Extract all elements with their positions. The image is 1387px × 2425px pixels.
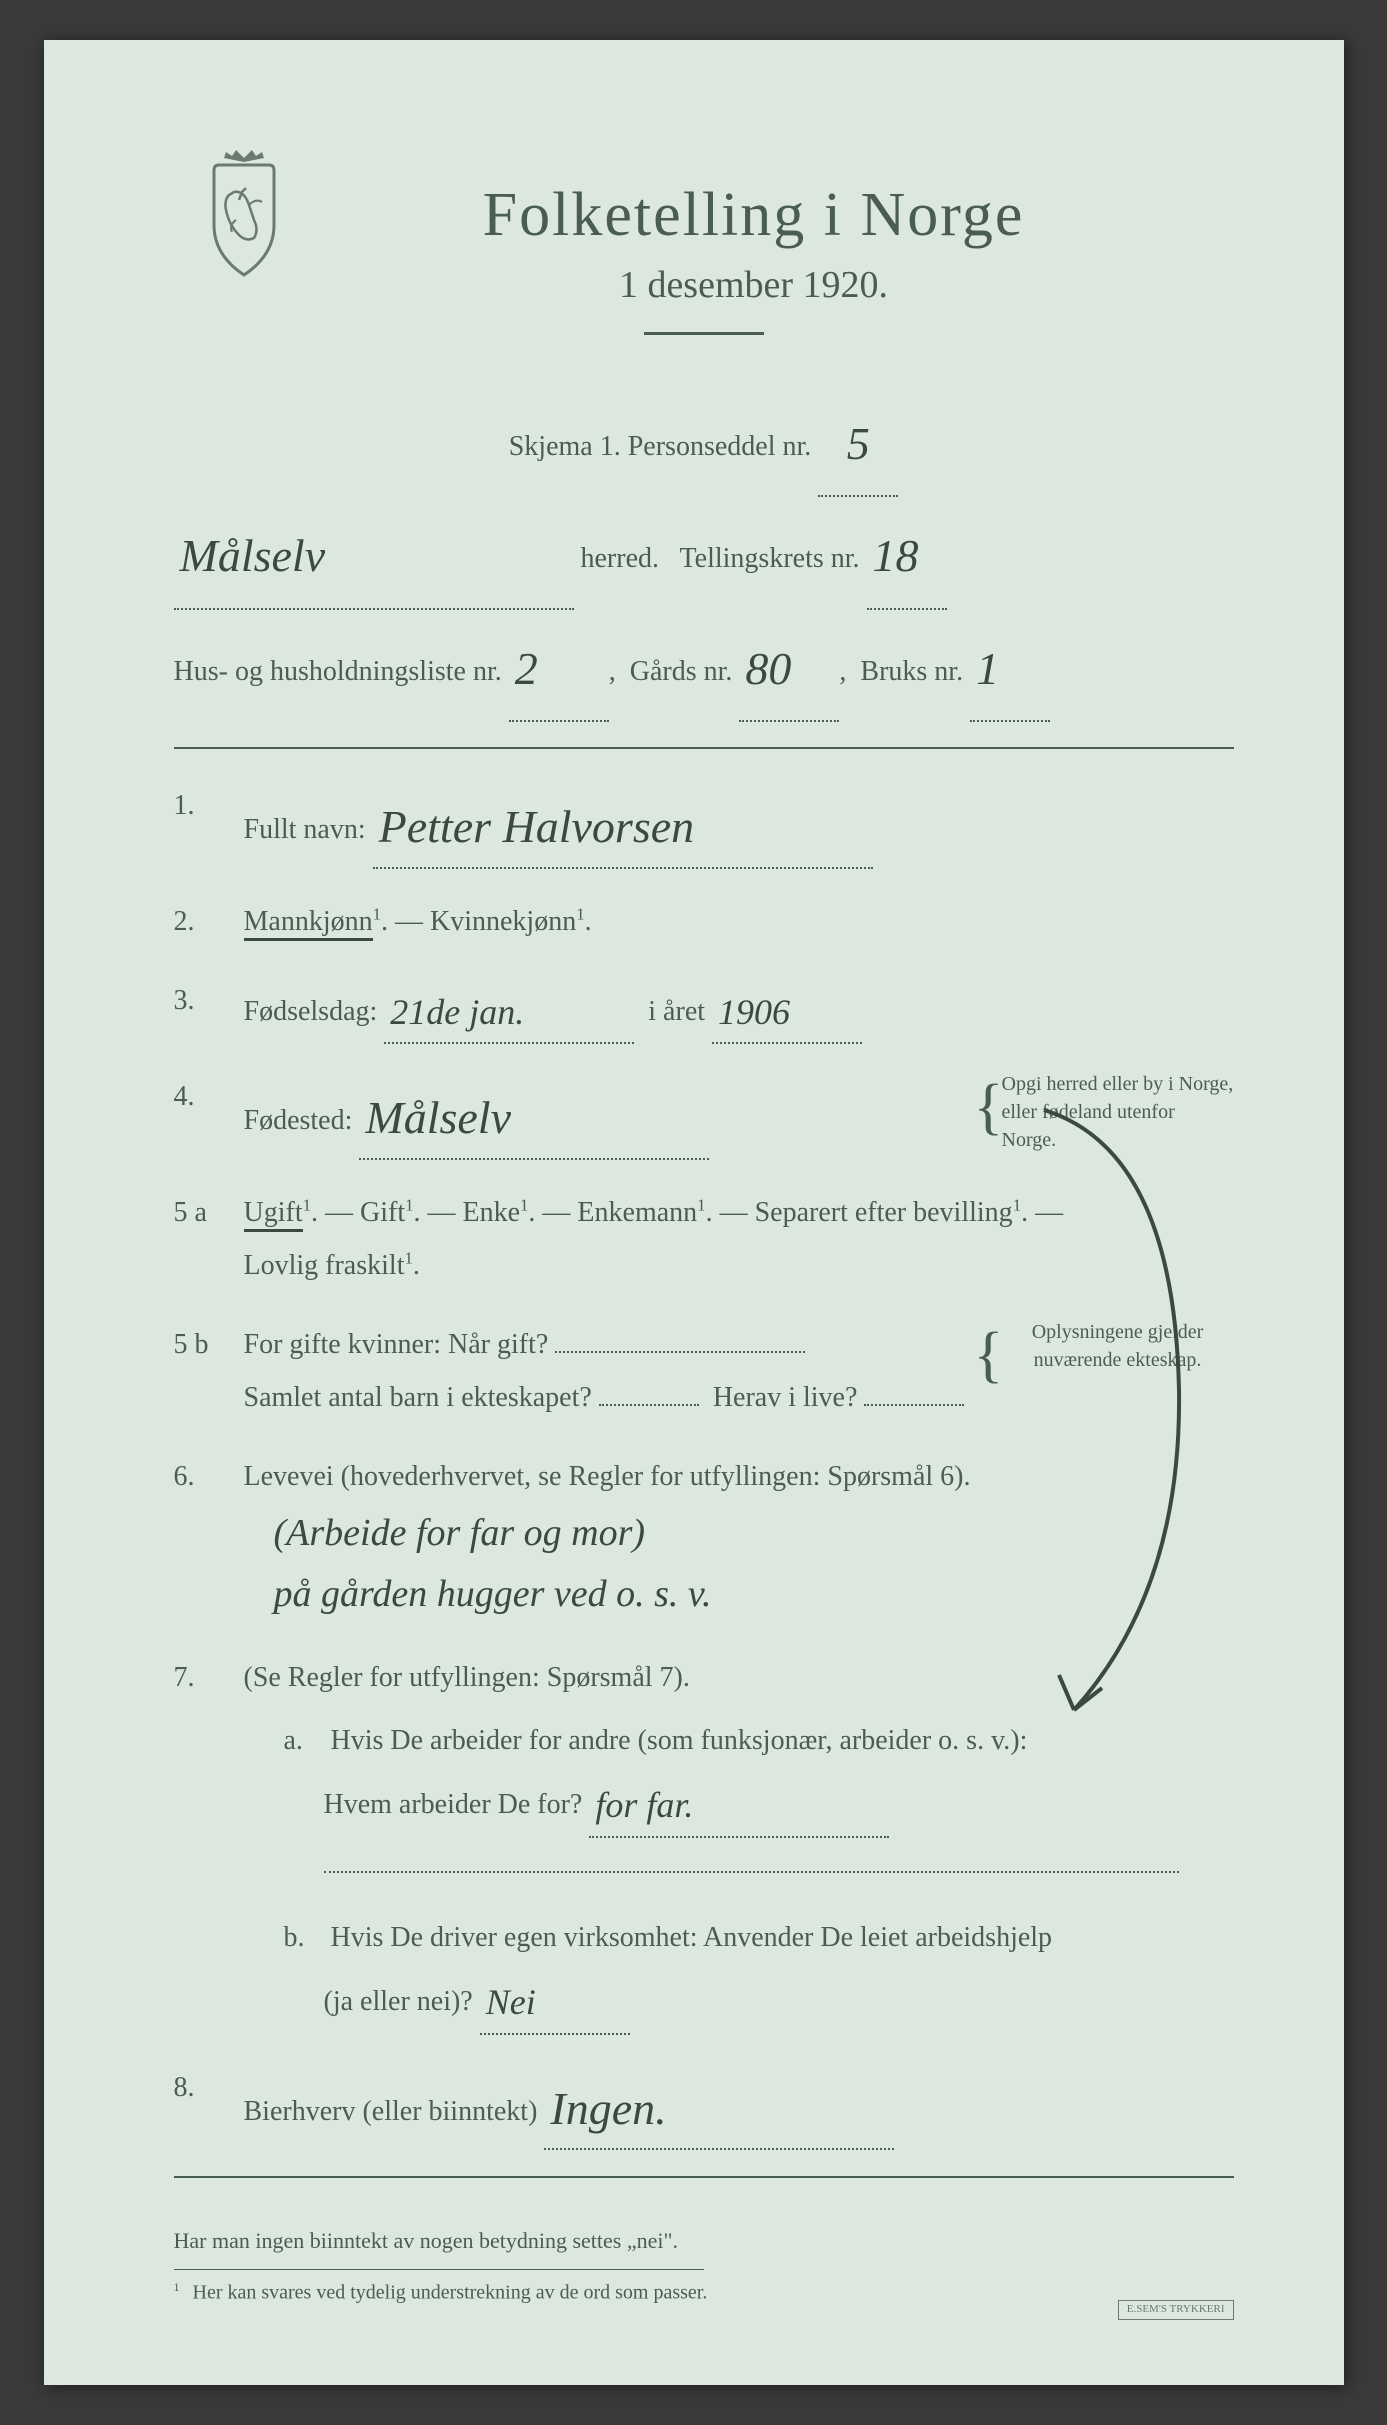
q5b-l2b: Herav i live? xyxy=(713,1382,858,1413)
footnote: 1 Her kan svares ved tydelig understrekn… xyxy=(174,2280,1234,2305)
section-divider xyxy=(174,747,1234,749)
q3-label2: i året xyxy=(648,996,705,1027)
q5a-opt5: Lovlig fraskilt xyxy=(244,1250,405,1281)
tellingskrets-label: Tellingskrets nr. xyxy=(680,543,860,574)
q6-value-l2: på gården hugger ved o. s. v. xyxy=(274,1564,1234,1625)
question-list: 1. Fullt navn: Petter Halvorsen 2. Mannk… xyxy=(174,779,1234,2150)
q5b: 5 b For gifte kvinner: Når gift? Samlet … xyxy=(174,1318,1234,1424)
q7a-label: a. xyxy=(284,1714,324,1767)
q4-value: Målselv xyxy=(365,1092,511,1143)
q2-opt1: Mannkjønn xyxy=(244,906,373,941)
q7b-text2: (ja eller nei)? xyxy=(324,1986,473,2017)
footer-divider xyxy=(174,2176,1234,2178)
husliste-label: Hus- og husholdningsliste nr. xyxy=(174,656,502,687)
q3-label1: Fødselsdag: xyxy=(244,996,378,1027)
form-title: Folketelling i Norge xyxy=(274,180,1234,251)
q5b-l2a: Samlet antal barn i ekteskapet? xyxy=(244,1382,592,1413)
husliste-nr: 2 xyxy=(515,643,538,694)
q6-label: Levevei (hovederhvervet, se Regler for u… xyxy=(244,1461,971,1492)
q1-value: Petter Halvorsen xyxy=(379,801,695,852)
q3-value2: 1906 xyxy=(718,992,790,1032)
tellingskrets-nr: 18 xyxy=(873,530,919,581)
gards-label: Gårds nr. xyxy=(630,656,733,687)
herred-value: Målselv xyxy=(180,530,326,581)
q6: 6. Levevei (hovederhvervet, se Regler fo… xyxy=(174,1450,1234,1625)
form-header: Folketelling i Norge 1 desember 1920. xyxy=(174,180,1234,335)
coat-of-arms-icon xyxy=(194,150,294,280)
q2: 2. Mannkjønn1. — Kvinnekjønn1. xyxy=(174,895,1234,948)
q7: 7. (Se Regler for utfyllingen: Spørsmål … xyxy=(174,1651,1234,2035)
q5a-opt0: Ugift xyxy=(244,1197,303,1232)
q7b-label: b. xyxy=(284,1911,324,1964)
q7a-text1: Hvis De arbeider for andre (som funksjon… xyxy=(331,1725,1028,1756)
q1-label: Fullt navn: xyxy=(244,814,366,845)
q7b-text1: Hvis De driver egen virksomhet: Anvender… xyxy=(331,1922,1053,1953)
q4-note: Opgi herred eller by i Norge, eller føde… xyxy=(974,1070,1234,1154)
q5a: 5 a Ugift1. — Gift1. — Enke1. — Enkemann… xyxy=(174,1186,1234,1292)
skjema-label: Skjema 1. Personseddel nr. xyxy=(509,431,812,462)
bruks-label: Bruks nr. xyxy=(860,656,963,687)
q3: 3. Fødselsdag: 21de jan. i året 1906 xyxy=(174,974,1234,1044)
q5b-l1: For gifte kvinner: Når gift? xyxy=(244,1329,549,1360)
q7a-text2: Hvem arbeider De for? xyxy=(324,1789,583,1820)
skjema-nr: 5 xyxy=(847,418,870,469)
q5a-opt2: Enke xyxy=(463,1197,521,1228)
q5a-opt3: Enkemann xyxy=(577,1197,697,1228)
form-subtitle: 1 desember 1920. xyxy=(274,263,1234,307)
q5a-opt4: Separert efter bevilling xyxy=(755,1197,1013,1228)
herred-label: herred. xyxy=(581,543,660,574)
q8-label: Bierhverv (eller biinntekt) xyxy=(244,2096,538,2127)
q7b-value: Nei xyxy=(486,1982,536,2022)
q4-label: Fødested: xyxy=(244,1105,353,1136)
census-form-page: Folketelling i Norge 1 desember 1920. Sk… xyxy=(44,40,1344,2385)
footnote-divider xyxy=(174,2269,704,2270)
q4: 4. Fødested: Målselv Opgi herred eller b… xyxy=(174,1070,1234,1159)
q5a-opt1: Gift xyxy=(360,1197,405,1228)
q2-opt2: Kvinnekjønn xyxy=(430,906,576,937)
q3-value1: 21de jan. xyxy=(390,992,524,1032)
q1: 1. Fullt navn: Petter Halvorsen xyxy=(174,779,1234,868)
q7-intro: (Se Regler for utfyllingen: Spørsmål 7). xyxy=(244,1651,1234,1704)
footer-note: Har man ingen biinntekt av nogen betydni… xyxy=(174,2228,1234,2254)
q5b-note: Oplysningene gjelder nuværende ekteskap. xyxy=(974,1318,1234,1374)
q6-value-l1: (Arbeide for far og mor) xyxy=(274,1503,1234,1564)
meta-block: Skjema 1. Personseddel nr. 5 Målselv her… xyxy=(174,385,1234,722)
q8: 8. Bierhverv (eller biinntekt) Ingen. xyxy=(174,2061,1234,2150)
gards-nr: 80 xyxy=(745,643,791,694)
q7a-value: for far. xyxy=(595,1785,693,1825)
bruks-nr: 1 xyxy=(976,643,999,694)
title-divider xyxy=(644,332,764,335)
printer-stamp: E.SEM'S TRYKKERI xyxy=(1118,2300,1234,2319)
q8-value: Ingen. xyxy=(550,2083,666,2134)
